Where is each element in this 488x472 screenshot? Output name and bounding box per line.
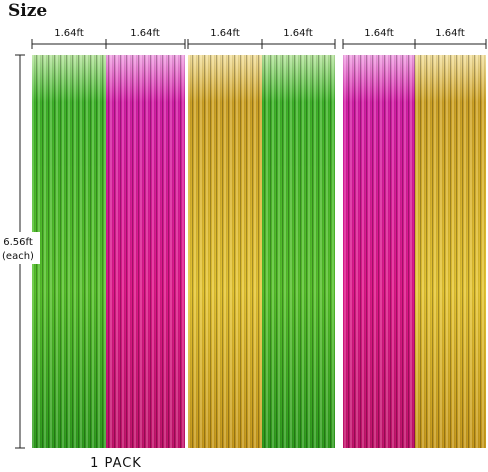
width-label: 1.64ft — [283, 28, 313, 39]
height-note: (each) — [2, 251, 34, 262]
title: Size — [8, 1, 47, 21]
strands — [343, 55, 486, 448]
width-label: 1.64ft — [435, 28, 465, 39]
width-label: 1.64ft — [210, 28, 240, 39]
width-label: 1.64ft — [54, 28, 84, 39]
strands — [32, 55, 185, 448]
width-label: 1.64ft — [130, 28, 160, 39]
curtains — [32, 55, 486, 448]
width-dimensions — [15, 39, 487, 449]
label-backdrop — [0, 232, 40, 264]
strands — [188, 55, 335, 448]
width-label: 1.64ft — [364, 28, 394, 39]
height-label: 6.56ft — [3, 237, 33, 248]
caption: 1 PACK — [90, 456, 142, 471]
